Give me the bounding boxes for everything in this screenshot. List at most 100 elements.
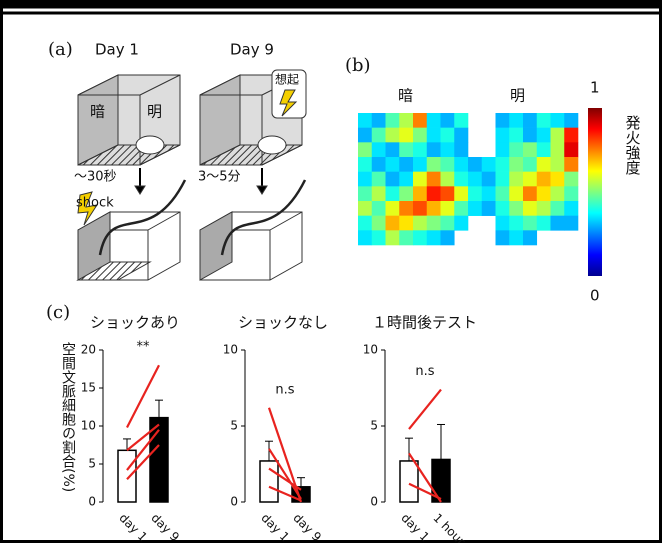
heatmap-cell xyxy=(551,186,565,201)
heatmap-cell xyxy=(496,172,510,187)
heatmap-cell xyxy=(523,172,537,187)
heatmap-cell xyxy=(427,128,441,143)
heatmap-cell xyxy=(386,201,400,216)
heatmap-cell xyxy=(482,157,496,172)
heatmap-cell xyxy=(468,172,482,187)
y-tick-label: 20 xyxy=(81,343,96,357)
heatmap-cell xyxy=(413,157,427,172)
heatmap-cell xyxy=(372,142,386,157)
heatmap-cell xyxy=(496,216,510,231)
heatmap-cell xyxy=(551,157,565,172)
individual-line xyxy=(409,390,441,430)
y-tick-label: 0 xyxy=(230,495,238,509)
heatmap-cell xyxy=(564,113,578,128)
heatmap-cell xyxy=(372,201,386,216)
heatmap-cell xyxy=(496,186,510,201)
bar xyxy=(400,461,418,502)
panel-label: (a) xyxy=(48,39,73,60)
heatmap-cell xyxy=(399,230,413,245)
heatmap-cell xyxy=(523,142,537,157)
chamber-label: 暗 xyxy=(90,103,105,121)
heatmap-cell xyxy=(537,172,551,187)
heatmap-cell xyxy=(386,142,400,157)
heatmap-cell xyxy=(454,157,468,172)
heatmap-cell xyxy=(482,186,496,201)
bar xyxy=(260,461,278,502)
heatmap-cell xyxy=(523,113,537,128)
heatmap-cell xyxy=(427,230,441,245)
heatmap-cell xyxy=(358,157,372,172)
heatmap-cell xyxy=(441,128,455,143)
chart-title: ショックあり xyxy=(90,314,180,332)
heatmap-cell xyxy=(564,216,578,231)
heatmap-cell xyxy=(441,230,455,245)
y-tick-label: 0 xyxy=(370,495,378,509)
heatmap-cell xyxy=(386,157,400,172)
heatmap-cell xyxy=(358,128,372,143)
heatmap-cell xyxy=(372,157,386,172)
heatmap-cell xyxy=(399,172,413,187)
significance: n.s xyxy=(275,382,294,397)
heatmap-cell xyxy=(358,142,372,157)
heatmap-cell xyxy=(413,216,427,231)
heatmap-cell xyxy=(441,142,455,157)
heatmap-cell xyxy=(399,216,413,231)
heatmap-cell xyxy=(523,230,537,245)
heatmap-cell xyxy=(441,201,455,216)
heatmap-cell xyxy=(358,186,372,201)
heatmap-cell xyxy=(427,113,441,128)
heatmap-cell xyxy=(372,113,386,128)
heatmap-cell xyxy=(468,157,482,172)
heatmap-cell xyxy=(386,230,400,245)
heatmap-cell xyxy=(509,157,523,172)
heatmap-cell xyxy=(468,186,482,201)
heatmap-cell xyxy=(427,201,441,216)
shock-label: shock xyxy=(76,196,114,211)
colorbar-min: 0 xyxy=(590,287,600,305)
heatmap-cell xyxy=(441,172,455,187)
heatmap-cell xyxy=(441,216,455,231)
heatmap-cell xyxy=(454,216,468,231)
heatmap-cell xyxy=(523,128,537,143)
heatmap-cell xyxy=(537,128,551,143)
heatmap-cell xyxy=(468,201,482,216)
heatmap-cell xyxy=(537,201,551,216)
heatmap-cell xyxy=(551,172,565,187)
heatmap-cell xyxy=(399,142,413,157)
heatmap-cell xyxy=(509,201,523,216)
heatmap-cell xyxy=(496,142,510,157)
heatmap-cell xyxy=(399,157,413,172)
heatmap-cell xyxy=(386,216,400,231)
heatmap-cell xyxy=(537,142,551,157)
delay-label: 3〜5分 xyxy=(198,170,241,185)
colorbar xyxy=(588,108,602,276)
heatmap-cell xyxy=(523,186,537,201)
heatmap-cell xyxy=(386,113,400,128)
heatmap-cell xyxy=(537,186,551,201)
heatmap-cell xyxy=(454,142,468,157)
heatmap-cell xyxy=(413,142,427,157)
heatmap-cell xyxy=(427,172,441,187)
heatmap-cell xyxy=(537,113,551,128)
heatmap-cell xyxy=(441,157,455,172)
chart-title: １時間後テスト xyxy=(372,314,477,332)
heatmap-cell xyxy=(454,186,468,201)
heatmap-cell xyxy=(482,201,496,216)
heatmap-cell xyxy=(509,128,523,143)
heatmap-cell xyxy=(509,142,523,157)
heatmap-cell xyxy=(496,157,510,172)
heatmap-cell xyxy=(358,201,372,216)
heatmap-cell xyxy=(427,186,441,201)
chamber-label: 暗 xyxy=(398,87,413,105)
heatmap-cell xyxy=(551,113,565,128)
panel-label: (b) xyxy=(345,55,371,76)
heatmap-cell xyxy=(372,216,386,231)
x-tick-label: day 1 xyxy=(116,511,150,543)
heatmap-cell xyxy=(509,216,523,231)
heatmap-cell xyxy=(454,172,468,187)
heatmap-cell xyxy=(509,172,523,187)
y-tick-label: 5 xyxy=(370,419,378,433)
heatmap-cell xyxy=(372,128,386,143)
heatmap-cell xyxy=(496,113,510,128)
heatmap-cell xyxy=(413,186,427,201)
